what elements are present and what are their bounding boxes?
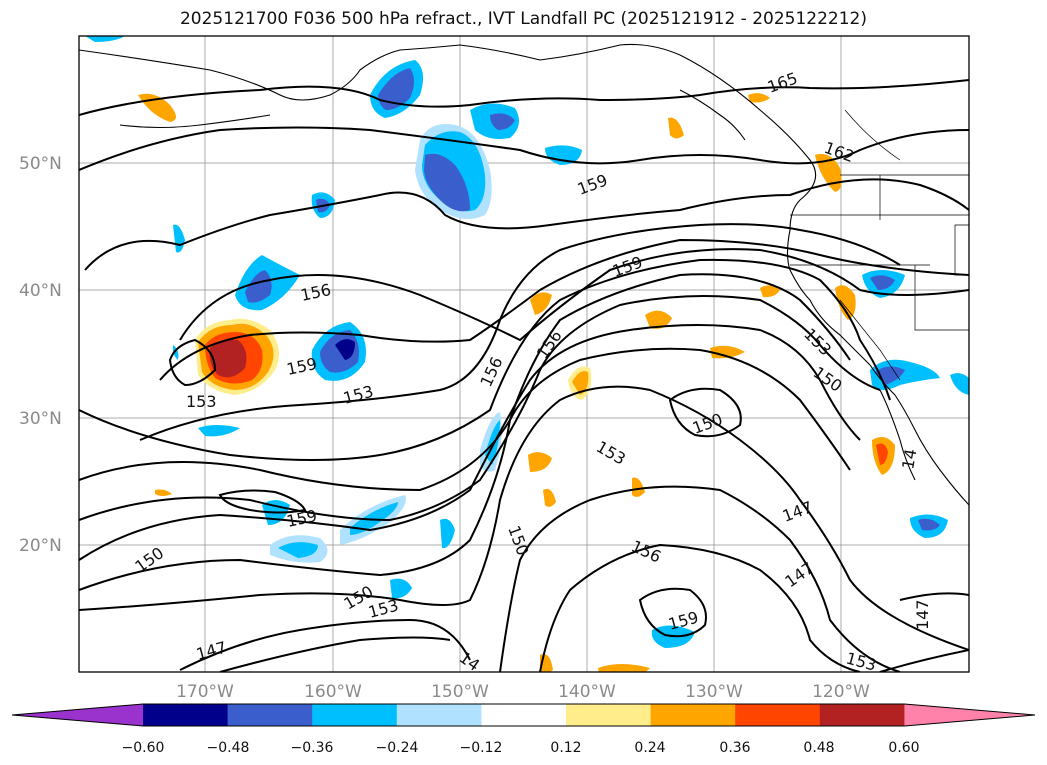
contour-labels: 165 162 159 159 156 159 156 156 153 153 … (131, 68, 932, 674)
colorbar-segment (650, 704, 736, 726)
lon-label: 130°W (685, 682, 743, 702)
longitude-labels: 170°W 160°W 150°W 140°W 130°W 120°W (176, 682, 870, 702)
lon-label: 160°W (304, 682, 362, 702)
colorbar-tick-label: 0.60 (888, 740, 919, 756)
lon-label: 170°W (176, 682, 234, 702)
contour-label: 147 (913, 599, 932, 630)
colorbar-tick-label: 0.24 (634, 740, 665, 756)
state-borders (790, 109, 969, 381)
colorbar-segment (143, 704, 229, 726)
colorbar-segment (312, 704, 398, 726)
colorbar (11, 703, 1036, 727)
height-contours (79, 79, 969, 672)
lat-label: 20°N (19, 536, 62, 556)
colorbar-outline (11, 703, 1036, 727)
colorbar-segment (735, 704, 821, 726)
colorbar-tick-labels: −0.60 −0.48 −0.36 −0.24 −0.12 0.12 0.24 … (122, 740, 920, 756)
contour-label: 153 (186, 392, 217, 411)
map-title: 2025121700 F036 500 hPa refract., IVT La… (179, 9, 867, 29)
colorbar-segment (819, 704, 905, 726)
colorbar-tick-label: −0.36 (291, 740, 334, 756)
colorbar-tick-label: 0.36 (719, 740, 750, 756)
colorbar-extend-low (12, 704, 143, 726)
map-border (78, 35, 970, 673)
contour-label: 14 (898, 447, 920, 470)
lat-label: 30°N (19, 409, 62, 429)
colorbar-segment (566, 704, 652, 726)
lon-label: 140°W (558, 682, 616, 702)
colorbar-segment (227, 704, 313, 726)
colorbar-tick-label: −0.48 (207, 740, 250, 756)
lat-label: 50°N (19, 154, 62, 174)
colorbar-segment (481, 704, 567, 726)
colorbar-segment (396, 704, 482, 726)
coastlines (79, 43, 969, 506)
colorbar-tick-label: −0.24 (376, 740, 419, 756)
refractivity-shading (85, 36, 969, 672)
latitude-labels: 50°N 40°N 30°N 20°N (19, 154, 62, 556)
colorbar-tick-label: 0.12 (550, 740, 581, 756)
colorbar-tick-label: 0.48 (803, 740, 834, 756)
lon-label: 120°W (812, 682, 870, 702)
lat-label: 40°N (19, 281, 62, 301)
colorbar-tick-label: −0.12 (460, 740, 503, 756)
colorbar-extend-high (904, 704, 1035, 726)
lon-label: 150°W (431, 682, 489, 702)
colorbar-tick-label: −0.60 (122, 740, 165, 756)
